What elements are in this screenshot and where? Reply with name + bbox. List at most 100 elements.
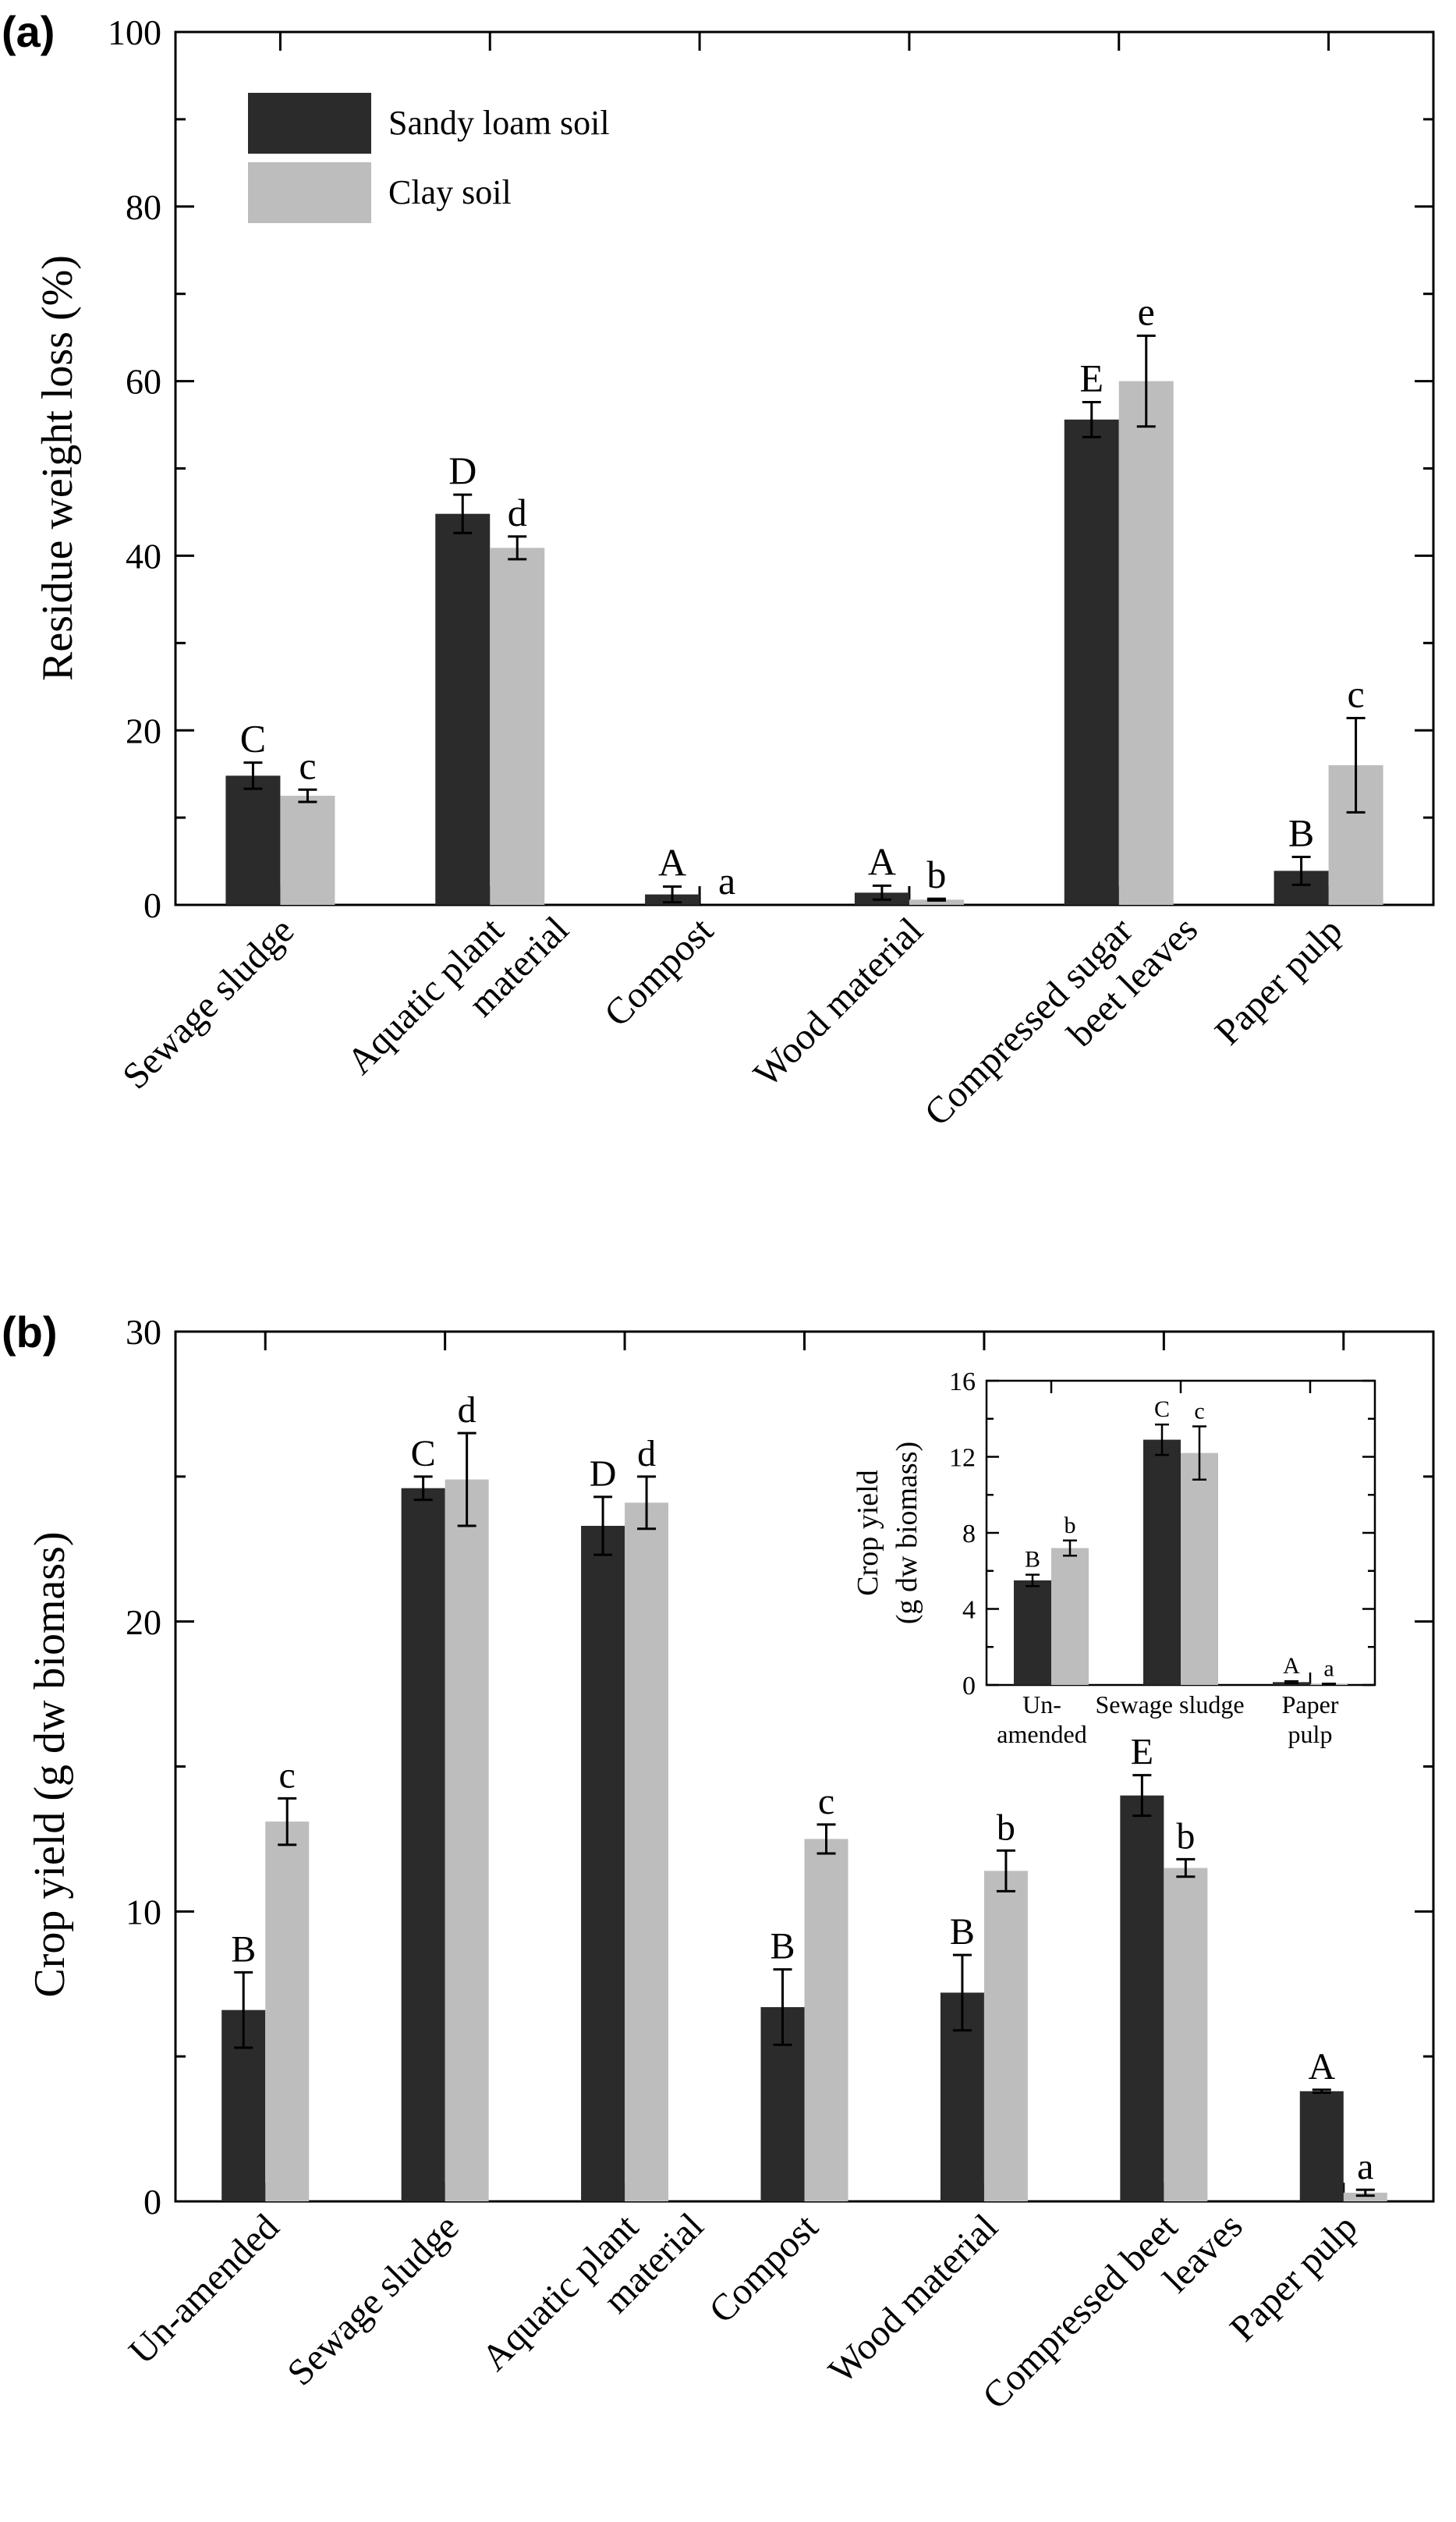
significance-letter: E [1131, 1732, 1153, 1773]
significance-letter: b [1176, 1815, 1195, 1857]
x-category-label: Paper [1282, 1690, 1339, 1719]
bar-sandy-loam [1064, 419, 1119, 905]
x-category-label: amended [997, 1720, 1087, 1748]
x-category-label: Paper pulp [1207, 910, 1351, 1053]
x-category-label: pulp [1288, 1720, 1333, 1748]
x-category-label-line: Compost [701, 2206, 827, 2332]
bar-sandy-loam [225, 775, 281, 905]
y-tick-label: 4 [962, 1595, 976, 1624]
bar-clay [1051, 1548, 1089, 1685]
bar-clay [280, 796, 335, 905]
x-category-label: Sewage sludge [115, 910, 302, 1097]
significance-letter: A [1308, 2046, 1335, 2087]
x-category-label: Compost [597, 910, 722, 1035]
significance-letter: c [279, 1754, 296, 1796]
y-tick-label: 12 [949, 1443, 976, 1472]
y-axis-label: (g dw biomass) [891, 1442, 923, 1624]
y-tick-label: 20 [126, 711, 161, 750]
x-category-label: Compost [701, 2206, 827, 2332]
x-category-label-line: Paper pulp [1207, 910, 1351, 1053]
panel-a-chart: (a) 0 20 40 60 80 100 Residue weight loss (%) Cc… [2, 7, 1435, 1166]
x-category-label: Un-amended [121, 2206, 287, 2372]
bar-sandy-loam [401, 1488, 445, 2201]
y-tick-label: 0 [143, 885, 161, 925]
significance-letter: d [508, 491, 527, 534]
significance-letter: c [818, 1781, 834, 1822]
significance-letter: C [411, 1433, 436, 1474]
significance-letter: B [1025, 1547, 1040, 1573]
x-category-label-line: Compost [597, 910, 722, 1035]
x-category-label: Wood material [746, 910, 930, 1094]
y-tick-label: 10 [126, 1892, 161, 1931]
panel-b-inset-chart: 0 4 8 12 16 Crop yield (g dw biomass) Bb Un-amen… [852, 1367, 1376, 1748]
y-tick-label: 8 [962, 1520, 976, 1548]
bar-sandy-loam [1299, 2091, 1344, 2201]
legend-label: Sandy loam soil [388, 104, 610, 142]
bar-clay [265, 1821, 310, 2201]
panel-label: (b) [2, 1307, 58, 1357]
x-category-label: Aquatic plantmaterial [339, 877, 577, 1115]
significance-letter: e [1138, 289, 1155, 333]
significance-letter: b [997, 1807, 1015, 1848]
panel-label: (a) [2, 7, 55, 56]
x-category-label: Sewage sludge [279, 2206, 466, 2393]
y-axis-label: Residue weight loss (%) [34, 255, 82, 681]
bar-sandy-loam [1143, 1439, 1181, 1685]
significance-letter: D [448, 449, 476, 492]
bar-sandy-loam [435, 513, 491, 905]
y-axis-label: Crop yield [852, 1470, 884, 1595]
bar-clay [1164, 1868, 1208, 2201]
significance-letter: d [637, 1433, 656, 1474]
significance-letter: B [950, 1911, 975, 1953]
bar-clay [1118, 381, 1174, 906]
x-category-label: Sewage sludge [1095, 1690, 1244, 1719]
significance-letter: c [299, 743, 316, 787]
significance-letter: A [1283, 1653, 1300, 1679]
y-tick-label: 16 [949, 1367, 976, 1396]
x-category-label-line: Sewage sludge [115, 910, 302, 1097]
bar-clay [445, 1479, 489, 2201]
y-tick-label: 0 [962, 1672, 976, 1701]
x-category-label-line: Sewage sludge [279, 2206, 466, 2393]
significance-letter: B [231, 1928, 256, 1970]
y-tick-label: 30 [126, 1312, 161, 1352]
significance-letter: E [1079, 356, 1104, 399]
bar-sandy-loam [1014, 1580, 1051, 1685]
significance-letter: B [770, 1926, 795, 1967]
bar-clay [625, 1502, 669, 2201]
y-tick-label: 100 [108, 12, 161, 52]
bar-clay [909, 899, 964, 905]
x-category-label-line: Un-amended [121, 2206, 287, 2372]
y-tick-label: 20 [126, 1602, 161, 1642]
bar-sandy-loam [1120, 1795, 1164, 2201]
significance-letter: d [458, 1389, 476, 1431]
significance-letter: A [658, 841, 686, 885]
x-category-label: Wood material [820, 2206, 1005, 2391]
significance-letter: A [868, 839, 896, 883]
x-category-label-line: leaves [1155, 2205, 1250, 2300]
legend-swatch [248, 162, 371, 223]
x-category-label: Compressed sugarbeet leaves [916, 877, 1206, 1166]
x-category-label-line: Compressed beet [975, 2206, 1186, 2417]
bar-sandy-loam [581, 1526, 625, 2201]
panel-b-chart: (b) 0 10 20 30 Crop yield (g dw biomass) Bc Un-… [2, 1307, 1435, 2449]
significance-letter: B [1288, 811, 1314, 854]
x-category-label: Aquatic plantmaterial [474, 2173, 712, 2411]
bar-clay [490, 548, 545, 905]
bar-clay [804, 1839, 848, 2201]
significance-letter: a [1357, 2146, 1373, 2187]
significance-letter: b [926, 853, 946, 896]
significance-letter: C [1154, 1396, 1170, 1422]
significance-letter: a [1323, 1655, 1334, 1681]
y-tick-label: 80 [126, 187, 161, 227]
x-category-label: Compressed beetleaves [975, 2173, 1251, 2449]
y-tick-label: 60 [126, 362, 161, 402]
legend-swatch [248, 93, 371, 154]
significance-letter: C [240, 717, 266, 761]
significance-letter: c [1194, 1399, 1204, 1424]
significance-letter: c [1347, 672, 1364, 716]
bar-clay [1343, 2192, 1387, 2201]
y-axis-label: Crop yield (g dw biomass) [26, 1531, 74, 1997]
significance-letter: D [590, 1453, 617, 1495]
